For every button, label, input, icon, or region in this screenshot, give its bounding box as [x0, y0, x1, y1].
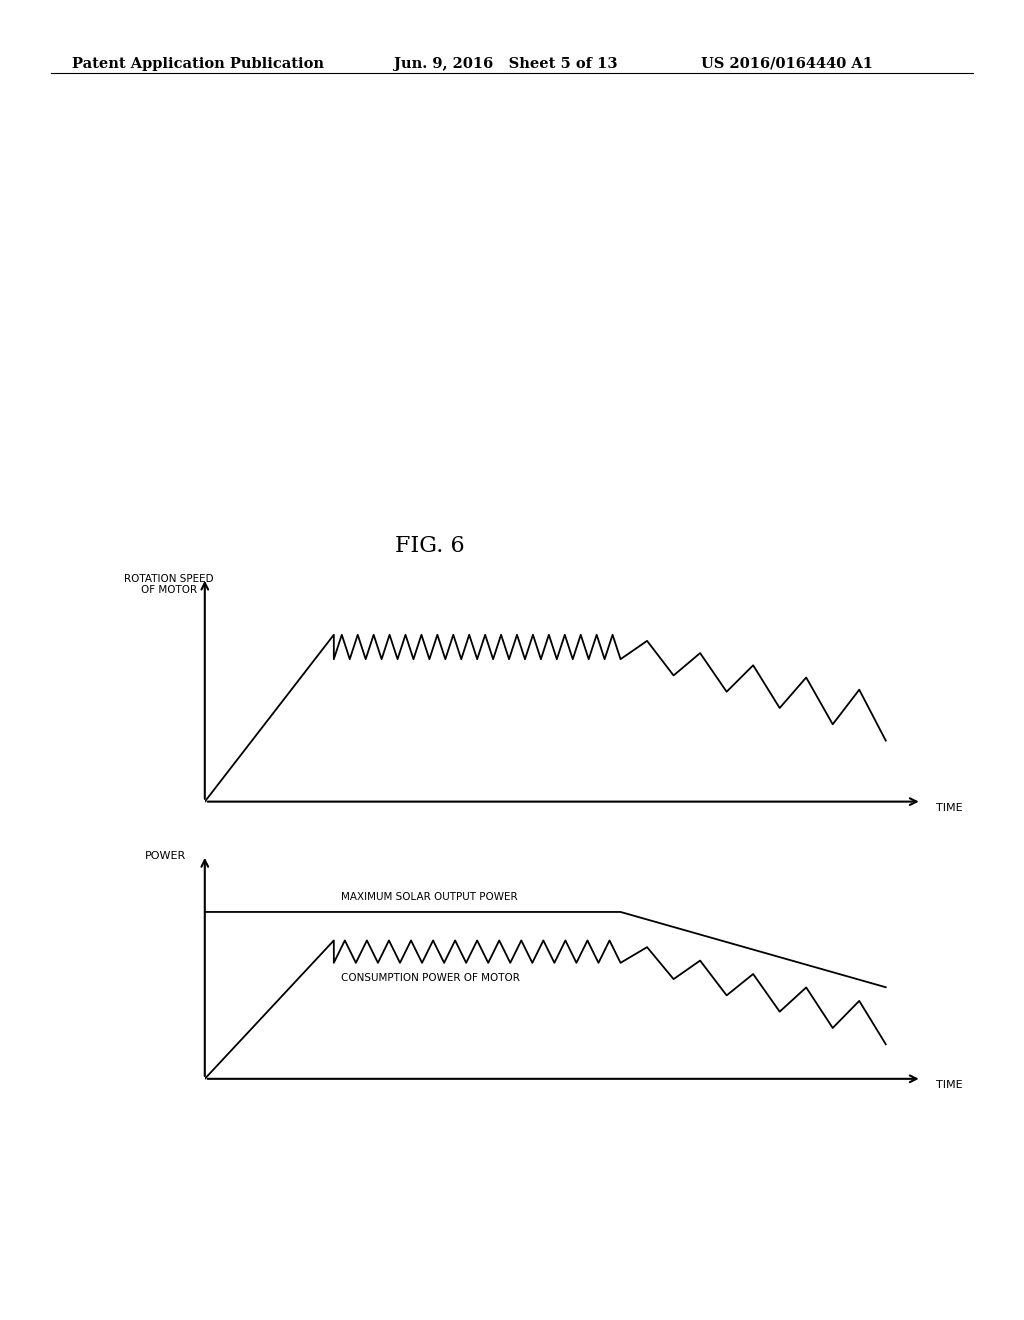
- Text: TIME: TIME: [936, 1080, 963, 1090]
- Text: Jun. 9, 2016   Sheet 5 of 13: Jun. 9, 2016 Sheet 5 of 13: [394, 57, 617, 71]
- Text: FIG. 6: FIG. 6: [395, 535, 465, 557]
- Text: Patent Application Publication: Patent Application Publication: [72, 57, 324, 71]
- Text: MAXIMUM SOLAR OUTPUT POWER: MAXIMUM SOLAR OUTPUT POWER: [341, 892, 517, 902]
- Text: US 2016/0164440 A1: US 2016/0164440 A1: [701, 57, 873, 71]
- Text: ROTATION SPEED
OF MOTOR: ROTATION SPEED OF MOTOR: [124, 574, 214, 595]
- Text: POWER: POWER: [144, 851, 186, 861]
- Text: CONSUMPTION POWER OF MOTOR: CONSUMPTION POWER OF MOTOR: [341, 973, 520, 983]
- Text: TIME: TIME: [936, 803, 963, 813]
